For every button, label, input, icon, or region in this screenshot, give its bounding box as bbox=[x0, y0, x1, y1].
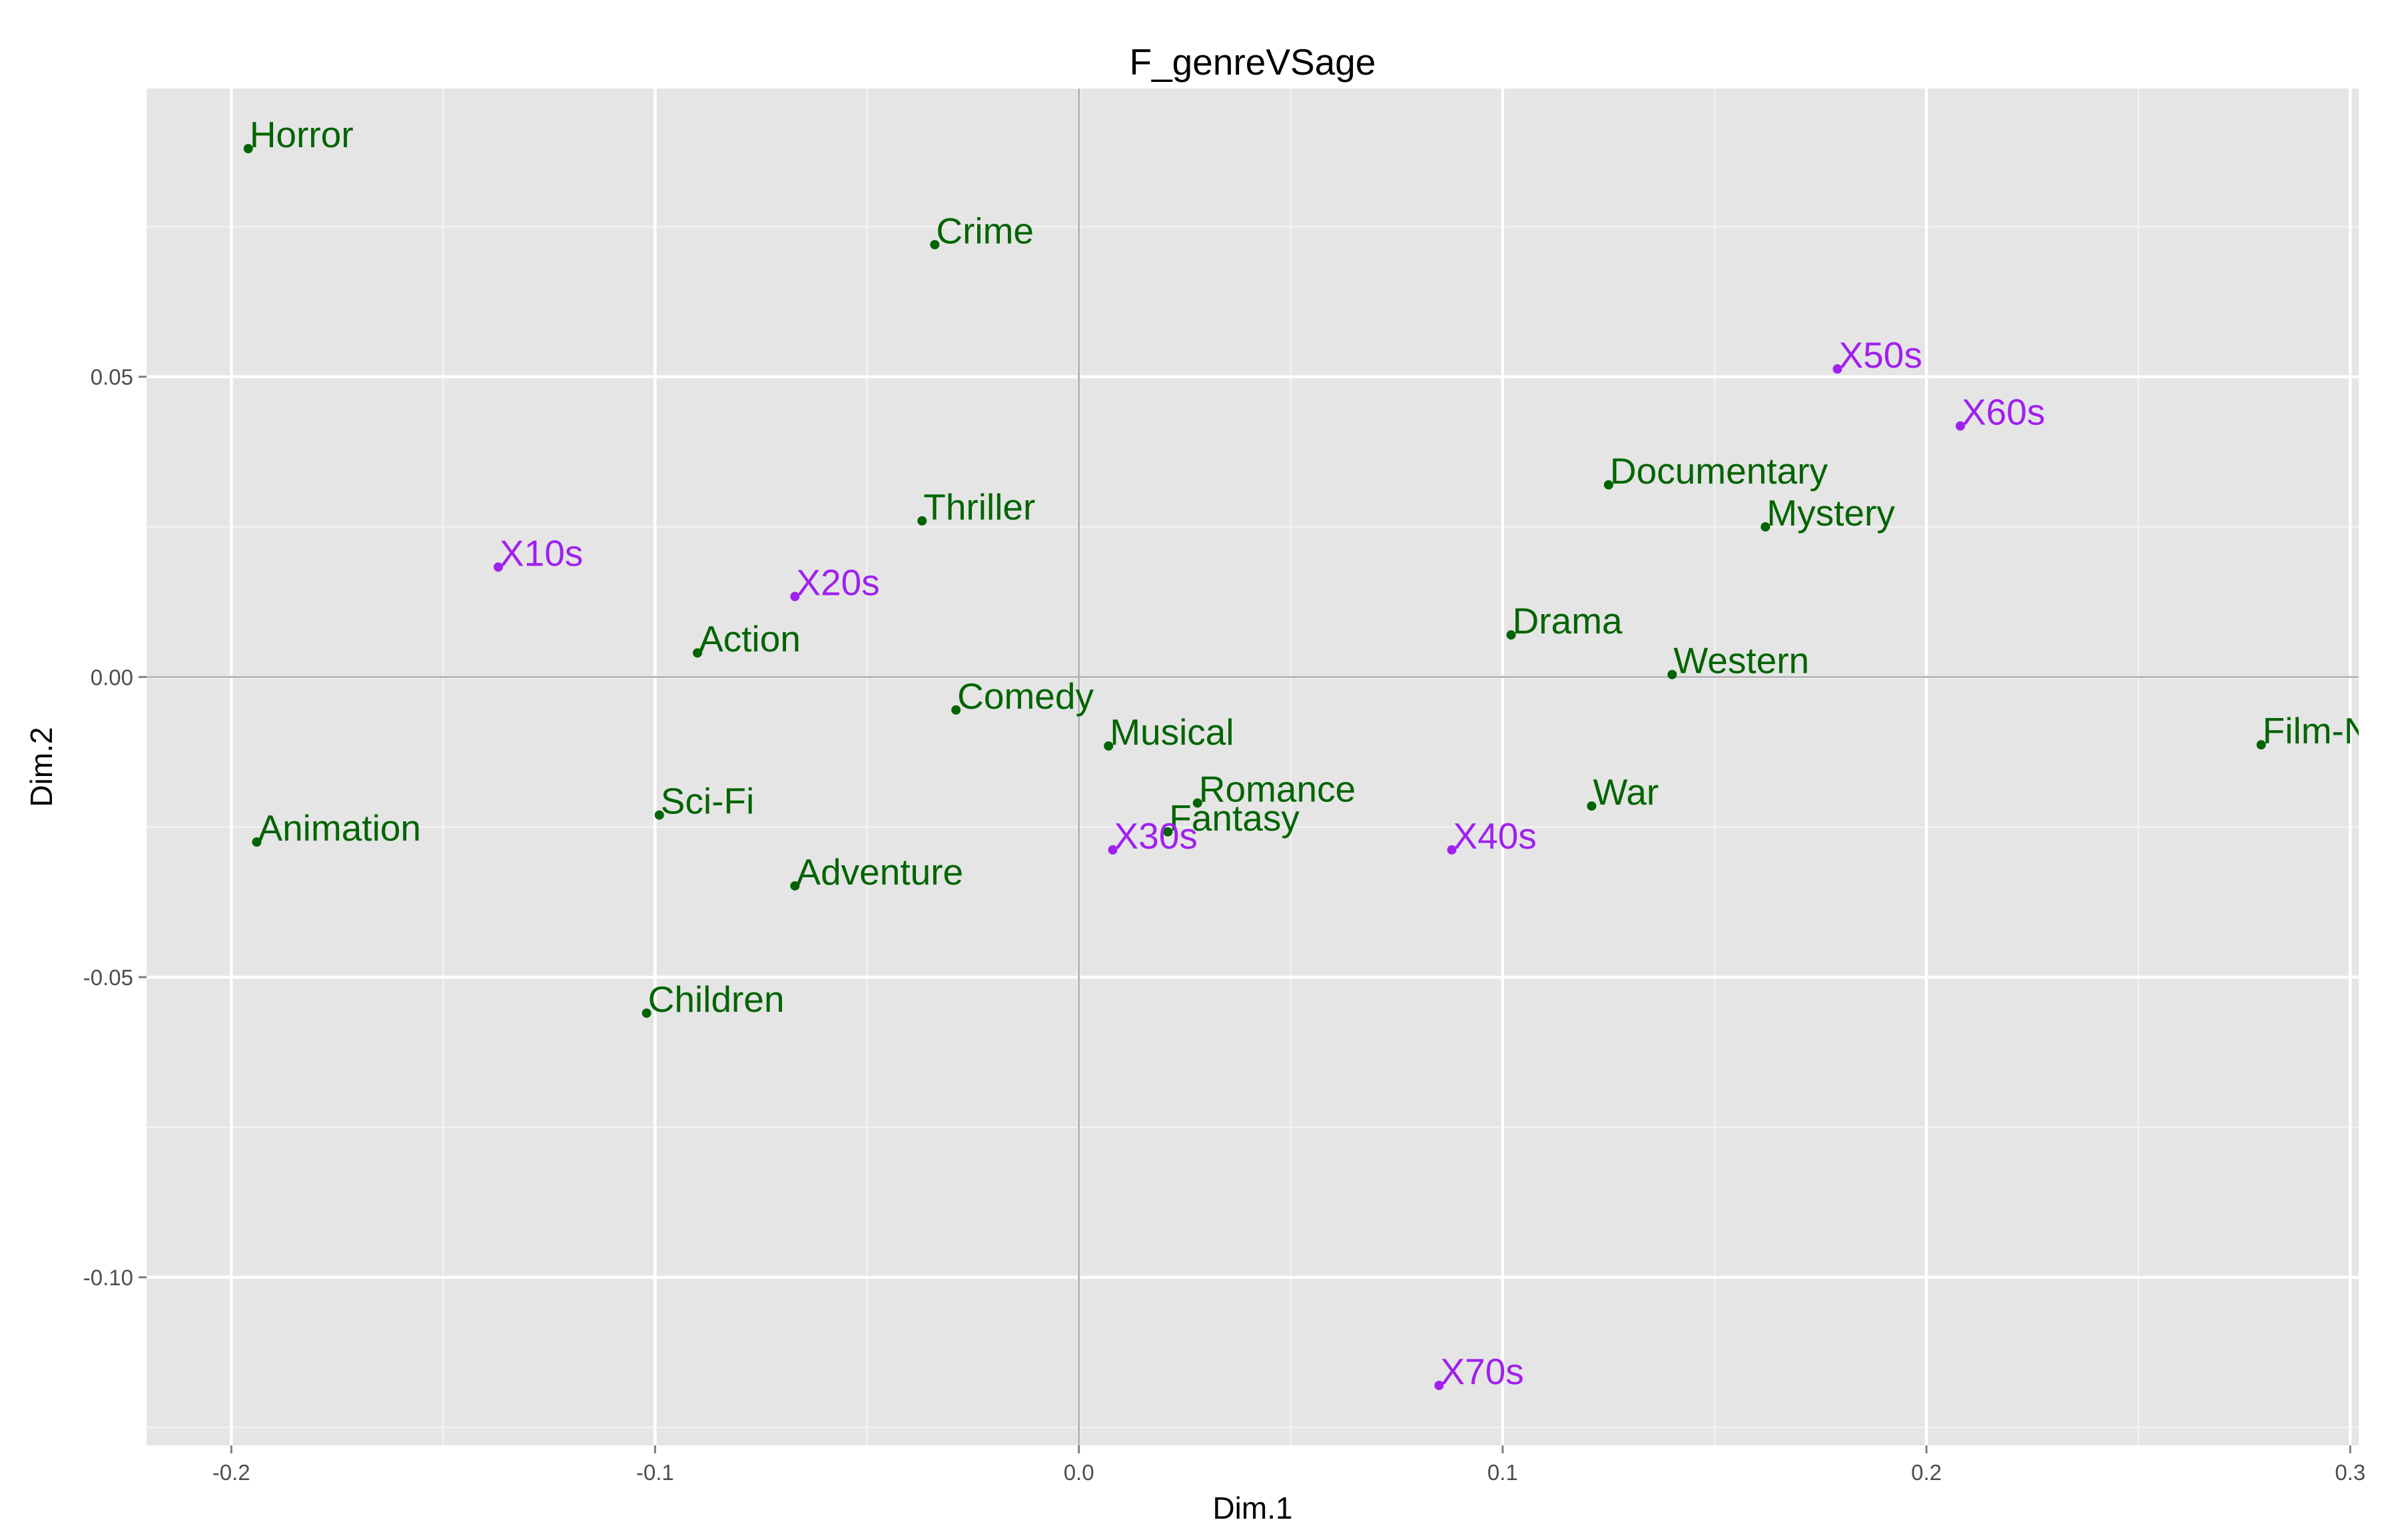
point-genre-fantasy bbox=[1163, 827, 1173, 837]
point-genre-adventure bbox=[790, 881, 800, 891]
y-tick-label: 0.00 bbox=[91, 665, 133, 689]
point-label-x40s: X40s bbox=[1453, 815, 1537, 857]
point-label-film-noir: Film-Noir bbox=[2263, 710, 2384, 751]
point-genre-western bbox=[1667, 669, 1677, 679]
point-genre-action bbox=[693, 648, 703, 658]
point-genre-horror bbox=[243, 144, 253, 154]
x-tick-label: 0.2 bbox=[1911, 1460, 1942, 1485]
y-tick-label: -0.10 bbox=[83, 1266, 133, 1290]
point-genre-war bbox=[1587, 801, 1597, 811]
y-axis-ticks: 0.05 0.00 -0.05 -0.10 bbox=[83, 365, 147, 1290]
point-genre-drama bbox=[1506, 630, 1516, 640]
y-tick-label: -0.05 bbox=[83, 965, 133, 990]
point-age-x50s bbox=[1832, 364, 1842, 374]
point-label-western: Western bbox=[1673, 640, 1809, 681]
y-tick-label: 0.05 bbox=[91, 365, 133, 390]
point-genre-animation bbox=[252, 837, 262, 847]
point-age-x30s bbox=[1108, 845, 1118, 855]
x-tick-label: 0.3 bbox=[2335, 1460, 2365, 1485]
point-label-x10s: X10s bbox=[500, 532, 583, 574]
point-label-horror: Horror bbox=[250, 114, 354, 155]
point-label-x30s: X30s bbox=[1114, 815, 1198, 857]
x-tick-label: 0.0 bbox=[1064, 1460, 1094, 1485]
x-tick-label: -0.2 bbox=[212, 1460, 250, 1485]
point-label-drama: Drama bbox=[1513, 600, 1623, 641]
point-label-documentary: Documentary bbox=[1610, 450, 1828, 492]
point-genre-crime bbox=[930, 240, 940, 250]
point-label-crime: Crime bbox=[936, 210, 1034, 251]
point-genre-mystery bbox=[1761, 522, 1771, 532]
point-label-mystery: Mystery bbox=[1767, 492, 1895, 534]
point-age-x60s bbox=[1955, 421, 1965, 431]
point-label-children: Children bbox=[648, 978, 785, 1020]
point-label-adventure: Adventure bbox=[796, 851, 963, 893]
point-label-comedy: Comedy bbox=[957, 675, 1094, 717]
point-label-romance: Romance bbox=[1199, 769, 1356, 810]
point-genre-musical bbox=[1104, 741, 1114, 751]
point-age-x10s bbox=[494, 562, 504, 572]
point-label-fantasy: Fantasy bbox=[1169, 797, 1300, 839]
point-genre-children bbox=[641, 1008, 651, 1018]
point-genre-documentary bbox=[1603, 480, 1613, 490]
data-points: Horror Crime Thriller Action Comedy Musical Sc… bbox=[243, 114, 2384, 1392]
point-label-musical: Musical bbox=[1110, 711, 1234, 753]
point-age-x20s bbox=[790, 591, 800, 601]
point-label-x60s: X60s bbox=[1962, 392, 2045, 433]
point-genre-thriller bbox=[917, 516, 927, 526]
point-genre-comedy bbox=[951, 705, 961, 715]
point-label-action: Action bbox=[699, 618, 801, 659]
reference-lines bbox=[147, 89, 2359, 1445]
point-genre-sci-fi bbox=[654, 810, 664, 820]
plot-panel bbox=[147, 89, 2359, 1445]
x-axis-ticks: -0.2 -0.1 0.0 0.1 0.2 0.3 bbox=[212, 1445, 2365, 1485]
point-label-x50s: X50s bbox=[1838, 334, 1922, 376]
point-age-x40s bbox=[1447, 845, 1457, 855]
y-axis-title: Dim.2 bbox=[24, 727, 59, 807]
point-label-sci-fi: Sci-Fi bbox=[661, 781, 755, 822]
point-genre-romance bbox=[1192, 798, 1202, 808]
x-tick-label: -0.1 bbox=[636, 1460, 674, 1485]
point-genre-film-noir bbox=[2256, 740, 2266, 750]
point-label-x70s: X70s bbox=[1440, 1351, 1523, 1392]
point-age-x70s bbox=[1434, 1380, 1444, 1390]
x-tick-label: 0.1 bbox=[1487, 1460, 1518, 1485]
point-label-thriller: Thriller bbox=[923, 486, 1035, 528]
point-label-x20s: X20s bbox=[796, 562, 879, 603]
point-label-animation: Animation bbox=[258, 807, 421, 849]
minor-gridlines bbox=[147, 89, 2359, 1445]
x-axis-title: Dim.1 bbox=[1212, 1491, 1292, 1525]
point-label-war: War bbox=[1593, 771, 1659, 813]
chart-title: F_genreVSage bbox=[1130, 41, 1376, 83]
